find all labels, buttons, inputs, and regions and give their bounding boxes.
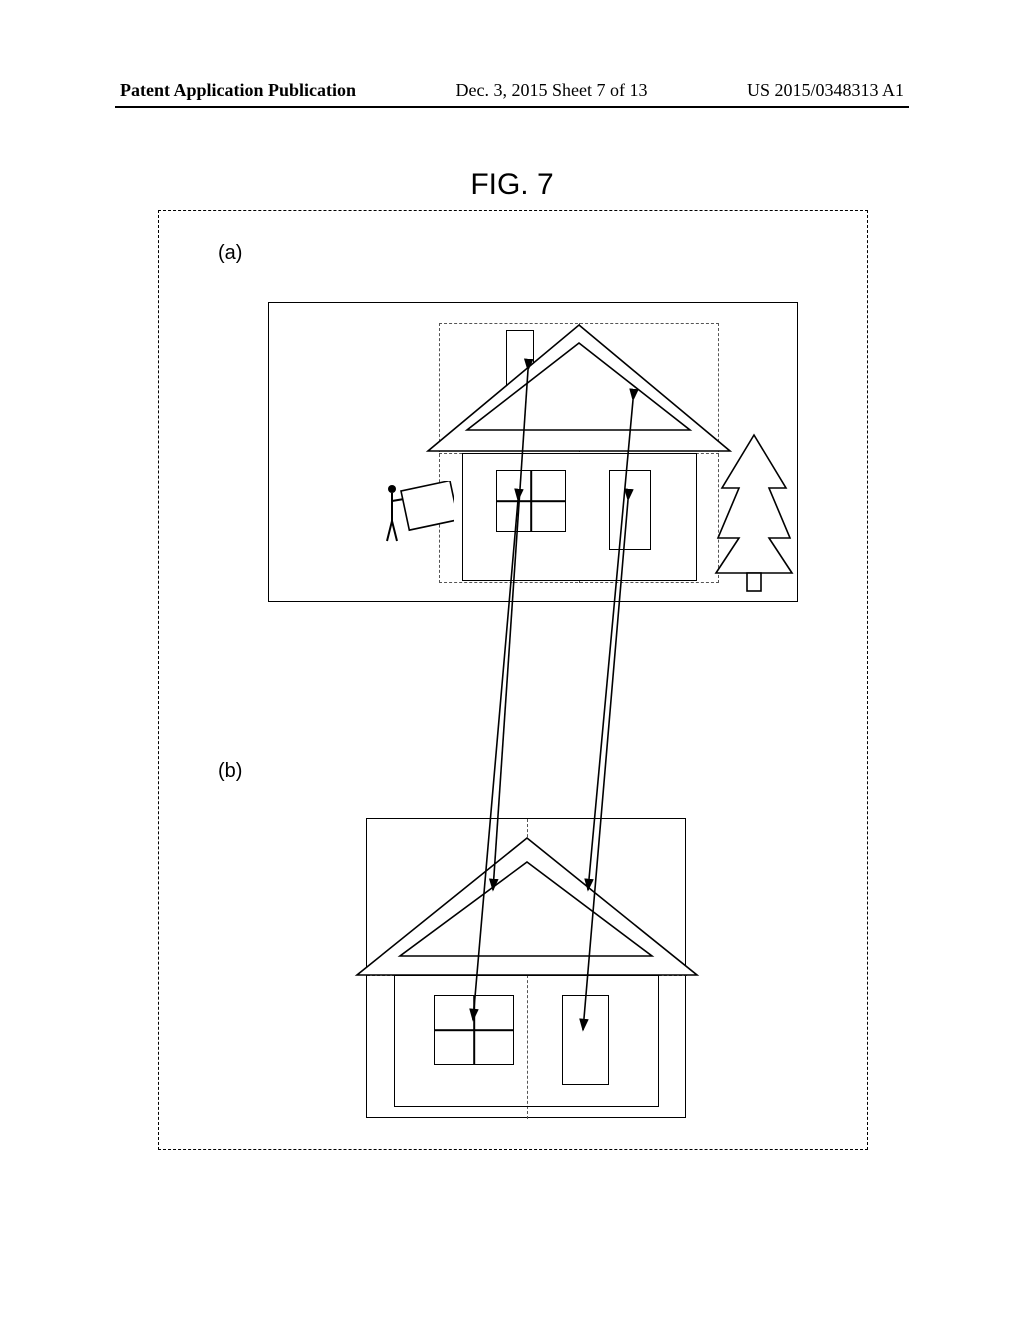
figure-diagram: (a) (b) — [158, 210, 868, 1150]
tree-icon — [714, 433, 794, 593]
door-b — [562, 995, 609, 1085]
label-b: (b) — [218, 760, 242, 783]
panel-b — [366, 818, 686, 1118]
door-a — [609, 470, 651, 550]
header-right: US 2015/0348313 A1 — [747, 80, 904, 101]
window-b — [434, 995, 514, 1065]
page-header: Patent Application Publication Dec. 3, 2… — [0, 80, 1024, 101]
label-a: (a) — [218, 242, 242, 265]
header-center: Dec. 3, 2015 Sheet 7 of 13 — [456, 80, 648, 101]
panel-a — [268, 302, 798, 602]
figure-title: FIG. 7 — [0, 168, 1024, 202]
person-icon — [384, 481, 454, 561]
header-rule — [115, 106, 909, 108]
roof-a — [424, 323, 734, 453]
window-a — [496, 470, 566, 532]
header-left: Patent Application Publication — [120, 80, 356, 101]
roof-b — [352, 834, 702, 979]
